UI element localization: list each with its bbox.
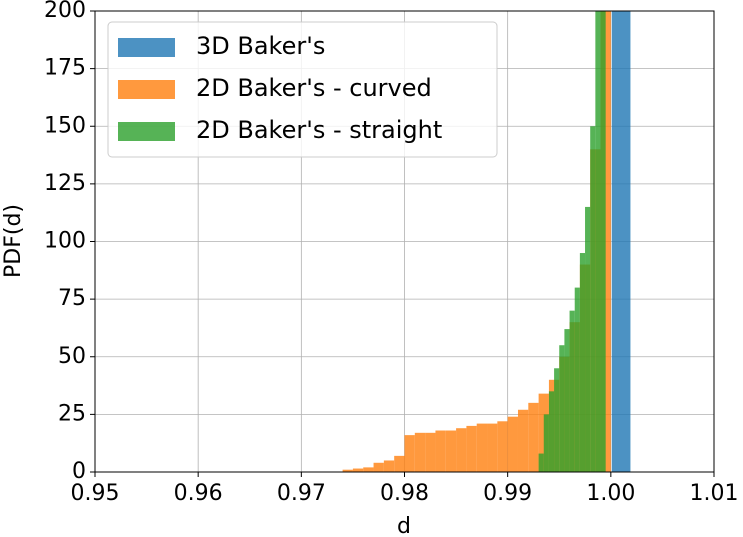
x-tick-label: 0.97 bbox=[277, 481, 326, 506]
bar bbox=[383, 460, 395, 472]
ticks: 0.95 0.96 0.97 0.98 0.99 1.00 1.01 0 25 50 75 100 12… bbox=[44, 0, 738, 506]
y-tick-label: 0 bbox=[72, 459, 86, 484]
bar bbox=[595, 11, 601, 472]
bar bbox=[600, 11, 606, 472]
bars bbox=[342, 11, 631, 472]
x-axis-label: d bbox=[397, 514, 411, 537]
bar bbox=[585, 206, 591, 472]
legend: 3D Baker's 2D Baker's - curved 2D Baker's … bbox=[107, 21, 498, 158]
bar bbox=[414, 432, 426, 472]
bar bbox=[456, 428, 467, 472]
bar bbox=[559, 345, 565, 472]
bar bbox=[574, 287, 580, 472]
x-tick-label: 0.95 bbox=[71, 481, 120, 506]
bar bbox=[538, 453, 544, 472]
y-tick-label: 100 bbox=[44, 229, 86, 254]
bar bbox=[435, 430, 446, 472]
y-tick-label: 75 bbox=[58, 286, 86, 311]
legend-label: 3D Baker's bbox=[196, 32, 325, 60]
bar bbox=[543, 414, 549, 472]
bar bbox=[611, 11, 631, 472]
bar bbox=[548, 391, 555, 472]
y-tick-label: 50 bbox=[58, 344, 86, 369]
legend-label: 2D Baker's - curved bbox=[196, 74, 432, 102]
legend-swatch bbox=[118, 38, 175, 57]
y-tick-label: 150 bbox=[44, 113, 86, 138]
x-tick-label: 1.01 bbox=[690, 481, 739, 506]
bar bbox=[445, 430, 457, 472]
bar bbox=[404, 435, 415, 472]
y-axis-label: PDF(d) bbox=[1, 204, 26, 278]
y-tick-label: 175 bbox=[44, 56, 86, 81]
y-tick-label: 25 bbox=[58, 401, 86, 426]
bar bbox=[564, 329, 570, 472]
legend-label: 2D Baker's - straight bbox=[196, 116, 442, 144]
bar bbox=[569, 310, 575, 472]
bar bbox=[517, 409, 529, 472]
bar bbox=[466, 425, 477, 472]
bar bbox=[538, 393, 549, 472]
bar bbox=[528, 402, 539, 472]
bar bbox=[487, 423, 498, 472]
y-tick-label: 200 bbox=[44, 0, 86, 23]
x-tick-label: 0.96 bbox=[174, 481, 223, 506]
bar bbox=[579, 253, 586, 472]
bar bbox=[352, 468, 364, 472]
bar bbox=[425, 432, 436, 472]
legend-swatch bbox=[118, 122, 175, 141]
legend-box bbox=[107, 21, 498, 158]
bar bbox=[342, 469, 353, 472]
bar bbox=[554, 368, 560, 472]
x-tick-label: 0.98 bbox=[380, 481, 429, 506]
bar bbox=[476, 423, 488, 472]
bar bbox=[590, 126, 596, 472]
bar bbox=[363, 467, 374, 472]
bar bbox=[373, 462, 384, 472]
bar bbox=[507, 416, 518, 472]
bar bbox=[394, 455, 405, 472]
y-tick-label: 125 bbox=[44, 171, 86, 196]
legend-swatch bbox=[118, 80, 175, 99]
bar bbox=[497, 421, 508, 472]
x-tick-label: 0.99 bbox=[483, 481, 532, 506]
x-tick-label: 1.00 bbox=[586, 481, 635, 506]
